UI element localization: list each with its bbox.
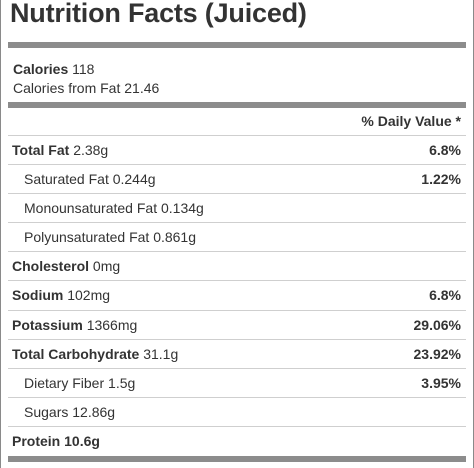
nutrient-name: Total Carbohydrate 31.1g — [12, 346, 178, 362]
calories-value: 118 — [72, 61, 95, 77]
nutrient-amount: 1366mg — [86, 317, 138, 333]
nutrient-amount: 0.244g — [112, 171, 156, 187]
nutrient-amount: 2.38g — [73, 142, 109, 158]
calories-divider — [8, 102, 466, 108]
nutrient-amount: 1.5g — [108, 375, 136, 391]
nutrient-amount: 31.1g — [143, 346, 179, 362]
nutrient-name: Sodium 102mg — [12, 287, 110, 303]
nutrient-label: Sugars — [24, 404, 69, 420]
nutrient-name: Saturated Fat 0.244g — [24, 171, 156, 187]
nutrient-percent: 3.95% — [421, 375, 461, 391]
calories-line: Calories 118 — [13, 61, 94, 77]
nutrient-percent: 23.92% — [413, 346, 461, 362]
nutrient-name: Total Fat 2.38g — [12, 142, 108, 158]
nutrient-label: Total Carbohydrate — [12, 346, 140, 362]
nutrient-label: Potassium — [12, 317, 83, 333]
page-title: Nutrition Facts (Juiced) — [10, 0, 307, 28]
nutrient-name: Potassium 1366mg — [12, 317, 137, 333]
nutrient-row-monounsaturated-fat: Monounsaturated Fat 0.134g — [8, 193, 466, 222]
nutrient-row-total-carbohydrate: Total Carbohydrate 31.1g 23.92% — [8, 339, 466, 368]
nutrient-label: Saturated Fat — [24, 171, 109, 187]
nutrient-name: Cholesterol 0mg — [12, 258, 120, 274]
nutrient-label: Dietary Fiber — [24, 375, 105, 391]
nutrient-row-polyunsaturated-fat: Polyunsaturated Fat 0.861g — [8, 222, 466, 251]
nutrient-name: Protein 10.6g — [12, 433, 100, 449]
nutrient-row-potassium: Potassium 1366mg 29.06% — [8, 310, 466, 339]
nutrient-amount: 0mg — [92, 258, 121, 274]
calories-label: Calories — [13, 61, 69, 77]
nutrient-label: Cholesterol — [12, 258, 90, 274]
bottom-divider — [8, 456, 466, 462]
daily-value-header: % Daily Value * — [361, 113, 461, 129]
nutrient-label: Polyunsaturated Fat — [24, 229, 150, 245]
nutrient-amount: 0.861g — [153, 229, 197, 245]
nutrient-amount: 10.6g — [64, 433, 100, 449]
nutrient-row-protein: Protein 10.6g — [8, 426, 466, 455]
nutrient-row-sugars: Sugars 12.86g — [8, 397, 466, 426]
nutrient-label: Sodium — [12, 287, 64, 303]
nutrient-amount: 102mg — [67, 287, 111, 303]
nutrient-row-saturated-fat: Saturated Fat 0.244g 1.22% — [8, 164, 466, 193]
nutrient-percent: 6.8% — [429, 142, 461, 158]
nutrient-name: Sugars 12.86g — [24, 404, 115, 420]
nutrient-label: Protein — [12, 433, 61, 449]
nutrient-amount: 0.134g — [160, 200, 204, 216]
nutrient-name: Monounsaturated Fat 0.134g — [24, 200, 204, 216]
nutrient-row-total-fat: Total Fat 2.38g 6.8% — [8, 135, 466, 164]
nutrient-amount: 12.86g — [72, 404, 116, 420]
calories-from-fat-line: Calories from Fat 21.46 — [13, 80, 159, 96]
nutrient-percent: 6.8% — [429, 287, 461, 303]
nutrient-row-sodium: Sodium 102mg 6.8% — [8, 280, 466, 309]
nutrient-label: Total Fat — [12, 142, 70, 158]
nutrient-label: Monounsaturated Fat — [24, 200, 158, 216]
top-divider — [8, 42, 466, 48]
nutrient-name: Polyunsaturated Fat 0.861g — [24, 229, 196, 245]
nutrient-percent: 1.22% — [421, 171, 461, 187]
nutrient-row-dietary-fiber: Dietary Fiber 1.5g 3.95% — [8, 368, 466, 397]
calories-from-fat-label: Calories from Fat — [13, 80, 121, 96]
nutrient-percent: 29.06% — [413, 317, 461, 333]
nutrient-name: Dietary Fiber 1.5g — [24, 375, 135, 391]
calories-from-fat-value: 21.46 — [124, 80, 160, 96]
nutrient-row-cholesterol: Cholesterol 0mg — [8, 251, 466, 280]
